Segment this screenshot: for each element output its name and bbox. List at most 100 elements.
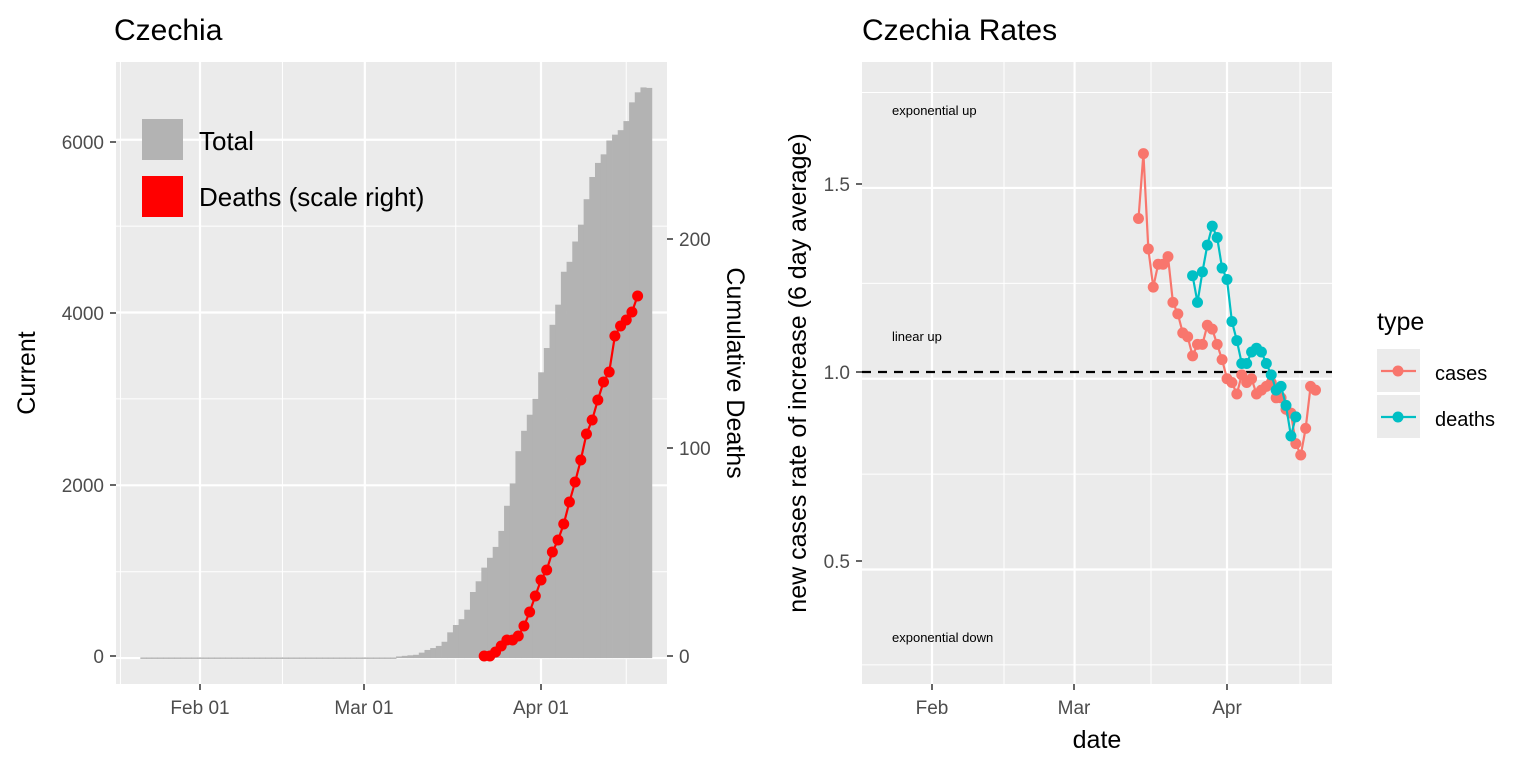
total-bar bbox=[407, 655, 414, 659]
right-chart-title: Czechia Rates bbox=[862, 14, 1057, 47]
cases-point bbox=[1147, 281, 1159, 293]
total-bar bbox=[424, 649, 431, 659]
right-x-tick-label: Apr bbox=[1212, 698, 1242, 719]
deaths-point bbox=[1206, 220, 1218, 232]
total-bar bbox=[361, 657, 369, 659]
deaths-point bbox=[529, 590, 541, 602]
cases-point bbox=[1196, 338, 1208, 350]
total-bar bbox=[521, 430, 528, 659]
total-bar bbox=[259, 657, 266, 659]
total-bar bbox=[623, 121, 630, 659]
total-bar bbox=[566, 261, 573, 659]
total-bar bbox=[600, 154, 607, 659]
deaths-point bbox=[1201, 239, 1213, 251]
total-bar bbox=[560, 271, 567, 659]
total-bar bbox=[384, 657, 391, 659]
total-bar bbox=[288, 657, 295, 659]
cases-point bbox=[1211, 338, 1223, 350]
legend-swatch-total bbox=[142, 119, 183, 160]
left-y-tick-label: 2000 bbox=[62, 476, 104, 497]
total-bar bbox=[549, 324, 556, 659]
deaths-point bbox=[1192, 296, 1203, 308]
rate-series bbox=[1133, 148, 1321, 461]
total-bar bbox=[236, 657, 244, 659]
deaths-point bbox=[563, 496, 575, 508]
deaths-point bbox=[1265, 369, 1277, 381]
total-bar bbox=[452, 624, 459, 659]
total-bar bbox=[174, 657, 181, 659]
legend-label-deaths-type: deaths bbox=[1435, 409, 1495, 431]
deaths-point bbox=[1187, 270, 1199, 282]
deaths-point bbox=[575, 454, 587, 466]
right-y-tick-label: 1.5 bbox=[824, 175, 850, 196]
series-deaths bbox=[1187, 220, 1302, 442]
total-bar bbox=[629, 102, 636, 659]
legend-swatch-deaths bbox=[142, 176, 183, 217]
cases-point bbox=[1295, 449, 1307, 461]
total-bar bbox=[379, 657, 386, 659]
deaths-point bbox=[603, 366, 615, 378]
deaths-point bbox=[546, 546, 558, 558]
legend-label-total: Total bbox=[199, 126, 254, 156]
total-bar bbox=[168, 657, 175, 659]
left-x-tick-label: Mar 01 bbox=[334, 698, 393, 719]
total-bar bbox=[140, 657, 147, 659]
total-bar bbox=[367, 657, 374, 659]
total-bar bbox=[265, 657, 272, 659]
total-bar bbox=[555, 304, 562, 659]
total-bar bbox=[441, 641, 448, 659]
total-bar bbox=[606, 140, 613, 659]
total-bar bbox=[339, 657, 346, 659]
total-bar bbox=[305, 657, 312, 659]
deaths-point bbox=[1275, 380, 1287, 392]
total-bar bbox=[430, 648, 437, 659]
total-bar bbox=[509, 483, 516, 659]
deaths-point bbox=[1211, 232, 1223, 244]
total-bar bbox=[333, 657, 340, 659]
deaths-point bbox=[609, 330, 621, 342]
left-legend: Total Deaths (scale right) bbox=[142, 119, 424, 217]
total-bar bbox=[594, 162, 602, 659]
legend-label-cases: cases bbox=[1435, 363, 1487, 385]
total-bar bbox=[146, 657, 153, 659]
left-y-tick-label: 6000 bbox=[62, 133, 104, 154]
deaths-point bbox=[598, 376, 610, 388]
cases-point bbox=[1231, 388, 1243, 400]
total-bar bbox=[538, 372, 545, 659]
total-bar bbox=[532, 398, 539, 659]
deaths-series bbox=[478, 290, 644, 662]
legend-title: type bbox=[1377, 308, 1424, 336]
total-bar bbox=[327, 657, 334, 659]
left-y2-tick-label: 200 bbox=[679, 230, 711, 251]
total-bar bbox=[219, 657, 226, 659]
annotation-exponential-down: exponential down bbox=[892, 630, 993, 645]
right-y-tick-label: 0.5 bbox=[824, 552, 850, 573]
deaths-point bbox=[518, 620, 530, 632]
deaths-point bbox=[1280, 399, 1292, 411]
total-bar bbox=[612, 134, 619, 659]
total-bar bbox=[475, 581, 482, 659]
cases-point bbox=[1133, 212, 1144, 224]
total-bar bbox=[151, 657, 158, 659]
right-gridlines bbox=[862, 62, 1332, 684]
total-bar bbox=[231, 657, 238, 659]
total-bar bbox=[197, 657, 204, 659]
total-bar bbox=[396, 656, 403, 659]
left-y-tick-label: 4000 bbox=[62, 304, 104, 325]
cases-point bbox=[1206, 323, 1218, 335]
cases-point bbox=[1226, 377, 1238, 389]
cases-point bbox=[1162, 251, 1174, 263]
deaths-point bbox=[626, 306, 638, 318]
total-bar bbox=[373, 657, 380, 659]
cases-point bbox=[1167, 296, 1179, 308]
deaths-point bbox=[1221, 274, 1233, 286]
total-bar bbox=[157, 657, 164, 659]
total-bar bbox=[464, 609, 471, 659]
total-bar bbox=[163, 657, 170, 659]
total-bar bbox=[646, 87, 653, 659]
left-y2-tick-label: 0 bbox=[679, 647, 690, 668]
total-bars bbox=[140, 87, 653, 659]
total-bar bbox=[310, 657, 317, 659]
left-chart: Czechia Total Deaths (scale right) 0 200… bbox=[13, 14, 749, 719]
